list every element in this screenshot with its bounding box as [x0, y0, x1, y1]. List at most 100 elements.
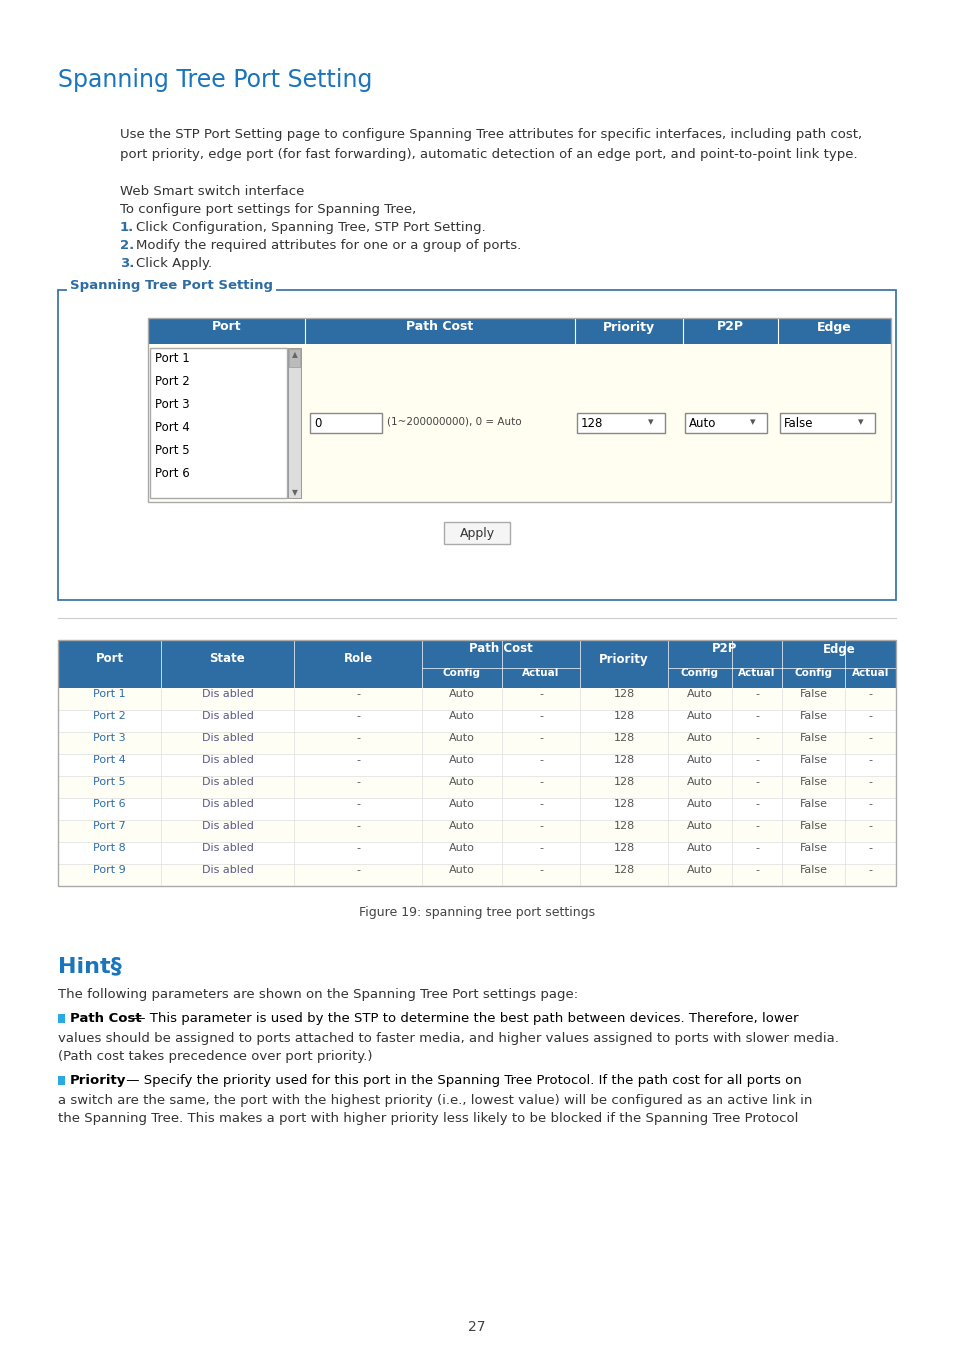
Text: Actual: Actual — [521, 667, 559, 678]
Bar — [778, 317, 890, 345]
Text: -: - — [754, 798, 759, 809]
Text: False: False — [799, 843, 826, 852]
Text: Config: Config — [680, 667, 719, 678]
Bar — [58, 1075, 65, 1085]
Bar — [58, 842, 895, 865]
Text: Dis abled: Dis abled — [201, 755, 253, 765]
Text: Port 4: Port 4 — [154, 422, 190, 434]
Text: -: - — [355, 689, 359, 698]
Text: -: - — [867, 711, 872, 721]
Bar — [844, 667, 895, 688]
Text: 128: 128 — [613, 843, 634, 852]
Bar — [667, 667, 731, 688]
Text: -: - — [538, 689, 542, 698]
Text: Auto: Auto — [686, 843, 712, 852]
Text: P2P: P2P — [717, 320, 743, 334]
Bar — [148, 317, 890, 503]
Bar — [58, 798, 895, 820]
Text: Spanning Tree Port Setting: Spanning Tree Port Setting — [58, 68, 372, 92]
Text: Spanning Tree Port Setting: Spanning Tree Port Setting — [70, 278, 273, 292]
Text: 128: 128 — [613, 734, 634, 743]
Text: -: - — [754, 711, 759, 721]
Text: Actual: Actual — [851, 667, 888, 678]
Text: Dis abled: Dis abled — [201, 689, 253, 698]
Text: 3.: 3. — [120, 257, 134, 270]
Text: Dis abled: Dis abled — [201, 777, 253, 788]
Text: Port 3: Port 3 — [154, 399, 190, 411]
Text: ▾: ▾ — [749, 417, 755, 427]
Bar — [421, 667, 501, 688]
Bar — [148, 345, 890, 503]
Text: Auto: Auto — [449, 821, 475, 831]
Text: Dis abled: Dis abled — [201, 711, 253, 721]
Text: port priority, edge port (for fast forwarding), automatic detection of an edge p: port priority, edge port (for fast forwa… — [120, 149, 857, 161]
Text: Actual: Actual — [738, 667, 775, 678]
Text: False: False — [799, 865, 826, 875]
Text: -: - — [867, 821, 872, 831]
Text: Dis abled: Dis abled — [201, 798, 253, 809]
Text: ▾: ▾ — [858, 417, 862, 427]
Text: 2.: 2. — [120, 239, 134, 253]
Text: Figure 19: spanning tree port settings: Figure 19: spanning tree port settings — [358, 907, 595, 919]
Text: Path Cost: Path Cost — [469, 643, 533, 655]
Text: State: State — [210, 653, 245, 666]
Text: 128: 128 — [613, 689, 634, 698]
Text: Port 5: Port 5 — [154, 444, 190, 457]
Text: 128: 128 — [613, 777, 634, 788]
Text: -: - — [538, 821, 542, 831]
Text: -: - — [538, 755, 542, 765]
Text: Auto: Auto — [449, 689, 475, 698]
Text: Auto: Auto — [686, 755, 712, 765]
Text: P2P: P2P — [712, 643, 737, 655]
Bar — [58, 711, 895, 732]
Text: (1~200000000), 0 = Auto: (1~200000000), 0 = Auto — [387, 417, 521, 427]
Text: Port: Port — [212, 320, 241, 334]
Bar — [58, 688, 895, 711]
Text: Port 4: Port 4 — [93, 755, 126, 765]
Text: False: False — [799, 689, 826, 698]
Text: -: - — [538, 734, 542, 743]
Text: Port 1: Port 1 — [154, 353, 190, 365]
Text: -: - — [538, 777, 542, 788]
Bar — [58, 865, 895, 886]
Text: Edge: Edge — [817, 320, 851, 334]
Text: -: - — [355, 843, 359, 852]
Text: Click Configuration, Spanning Tree, STP Port Setting.: Click Configuration, Spanning Tree, STP … — [136, 222, 485, 234]
Text: 128: 128 — [613, 711, 634, 721]
Text: Port 6: Port 6 — [93, 798, 126, 809]
Text: Auto: Auto — [686, 734, 712, 743]
Text: 0: 0 — [314, 417, 321, 430]
Text: ▲: ▲ — [292, 350, 297, 359]
Text: Click Apply.: Click Apply. — [136, 257, 212, 270]
Text: -: - — [355, 734, 359, 743]
Text: -: - — [355, 755, 359, 765]
Text: Auto: Auto — [686, 798, 712, 809]
Text: False: False — [799, 798, 826, 809]
Bar — [58, 775, 895, 798]
Bar — [443, 521, 510, 544]
Text: -: - — [355, 798, 359, 809]
Bar — [305, 317, 575, 345]
Text: Auto: Auto — [449, 843, 475, 852]
Text: Path Cost: Path Cost — [406, 320, 473, 334]
Bar — [58, 820, 895, 842]
Text: Dis abled: Dis abled — [201, 843, 253, 852]
Text: -: - — [754, 689, 759, 698]
Text: Port 5: Port 5 — [93, 777, 126, 788]
Bar — [421, 640, 579, 667]
Text: — Specify the priority used for this port in the Spanning Tree Protocol. If the : — Specify the priority used for this por… — [122, 1074, 801, 1088]
Text: ▾: ▾ — [647, 417, 653, 427]
Text: False: False — [799, 821, 826, 831]
Text: Auto: Auto — [686, 711, 712, 721]
Text: 128: 128 — [613, 865, 634, 875]
Text: False: False — [783, 417, 813, 430]
Text: False: False — [799, 755, 826, 765]
Text: (Path cost takes precedence over port priority.): (Path cost takes precedence over port pr… — [58, 1050, 372, 1063]
Bar — [58, 732, 895, 754]
Text: Priority: Priority — [602, 320, 655, 334]
Text: To configure port settings for Spanning Tree,: To configure port settings for Spanning … — [120, 203, 416, 216]
Text: -: - — [538, 865, 542, 875]
Bar — [577, 413, 664, 434]
Text: False: False — [799, 734, 826, 743]
Text: -: - — [355, 821, 359, 831]
